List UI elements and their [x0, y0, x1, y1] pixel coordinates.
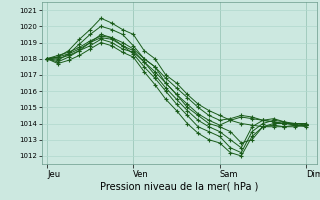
X-axis label: Pression niveau de la mer( hPa ): Pression niveau de la mer( hPa ) [100, 181, 258, 191]
